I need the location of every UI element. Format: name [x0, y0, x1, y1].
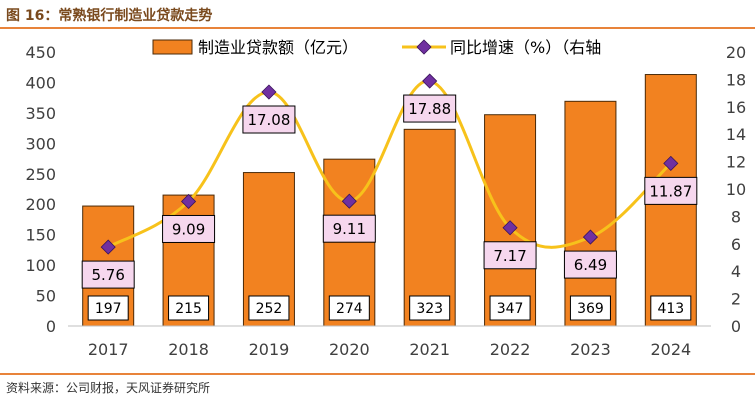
left-axis-tick-label: 100 [25, 256, 56, 275]
bar-value-label-box [569, 295, 611, 321]
left-axis-tick-label: 350 [25, 104, 56, 123]
left-axis-tick-label: 250 [25, 165, 56, 184]
legend-marker-swatch [416, 39, 432, 55]
bar-value-label: 197 [95, 301, 122, 317]
growth-marker [422, 73, 438, 89]
bar-value-label: 413 [657, 301, 684, 317]
growth-marker [261, 84, 277, 100]
growth-marker [663, 155, 679, 171]
right-axis-tick-label: 10 [726, 180, 746, 199]
bar [403, 128, 456, 327]
bar-value-label-box [650, 295, 692, 321]
growth-line [107, 79, 672, 249]
bar-value-label: 369 [577, 301, 604, 317]
growth-value-label-box [483, 241, 537, 270]
bar-value-label-box [248, 295, 290, 321]
bar-value-label: 252 [256, 301, 283, 317]
growth-value-label-box [322, 214, 376, 243]
right-axis-tick-label: 20 [726, 43, 746, 62]
right-axis-tick-label: 2 [731, 290, 741, 309]
left-axis-tick-label: 50 [36, 287, 56, 306]
growth-value-label: 7.17 [493, 247, 526, 265]
bar-value-label-box [168, 295, 210, 321]
growth-value-label-box [644, 176, 698, 205]
growth-value-label: 9.11 [333, 220, 366, 238]
bar-value-label-box [328, 295, 370, 321]
growth-marker [180, 193, 197, 210]
left-axis-tick-label: 300 [25, 134, 56, 153]
left-axis-tick-label: 400 [25, 73, 56, 92]
growth-value-label: 17.88 [408, 100, 451, 118]
bar [564, 100, 617, 327]
right-axis-tick-label: 8 [731, 207, 741, 226]
right-axis-tick-label: 4 [731, 262, 741, 281]
right-axis-tick-label: 6 [731, 235, 741, 254]
growth-value-label-box [162, 214, 216, 243]
legend-bar-label: 制造业贷款额（亿元） [198, 38, 358, 57]
bar-value-label-box [489, 295, 531, 321]
x-tick-label: 2021 [409, 340, 450, 359]
legend-bar-swatch [152, 39, 193, 55]
left-axis-tick-label: 150 [25, 226, 56, 245]
x-tick-label: 2024 [650, 340, 691, 359]
x-tick-label: 2019 [249, 340, 290, 359]
x-tick-label: 2018 [168, 340, 209, 359]
growth-value-label: 5.76 [91, 266, 124, 284]
x-tick-label: 2022 [490, 340, 531, 359]
growth-marker [341, 193, 357, 209]
bar-line-chart: 0 50 100 150 200 250 300 350 400 450 0 2 4 6 8 10 12 14 16… [25, 38, 746, 359]
left-axis-tick-label: 0 [46, 317, 56, 336]
bar-value-label-box [409, 295, 451, 321]
title-divider [0, 27, 755, 29]
right-axis-tick-label: 0 [731, 317, 741, 336]
bar-value-label: 215 [175, 301, 202, 317]
growth-value-label-box [403, 94, 457, 123]
growth-marker [100, 239, 116, 255]
growth-value-label-box [81, 260, 135, 289]
bar-value-label: 347 [497, 301, 524, 317]
growth-marker [582, 229, 599, 245]
x-tick-label: 2023 [570, 340, 611, 359]
right-axis-tick-label: 18 [726, 70, 746, 89]
left-axis-tick-label: 450 [25, 43, 56, 62]
growth-value-label: 9.09 [172, 220, 205, 238]
legend-line-label: 同比增速（%）（右轴 [450, 38, 601, 57]
right-axis-tick-label: 14 [726, 125, 746, 144]
growth-value-label: 11.87 [649, 182, 692, 200]
x-tick-label: 2017 [88, 340, 129, 359]
source-note: 资料来源：公司财报，天风证券研究所 [6, 381, 211, 395]
growth-value-label: 17.08 [247, 111, 290, 129]
growth-value-label: 6.49 [574, 256, 607, 274]
bar-value-label: 323 [416, 301, 443, 317]
bar-value-label: 274 [336, 301, 363, 317]
right-axis-tick-label: 12 [726, 153, 746, 172]
figure-title: 图 16：常熟银行制造业贷款走势 [6, 8, 213, 24]
source-divider [0, 373, 755, 375]
growth-value-label-box [563, 250, 617, 279]
growth-value-label-box [242, 105, 296, 134]
bar-value-label-box [87, 295, 129, 321]
right-axis-tick-label: 16 [726, 98, 746, 117]
x-tick-label: 2020 [329, 340, 370, 359]
left-axis-tick-label: 200 [25, 195, 56, 214]
growth-marker [502, 220, 518, 236]
